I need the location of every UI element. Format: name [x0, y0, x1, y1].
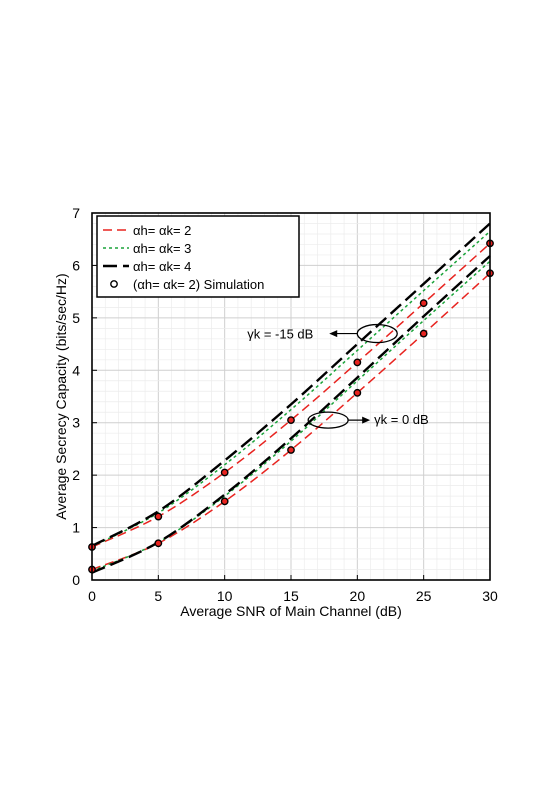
series-line-2: [91, 222, 491, 547]
y-axis-label: Average Secrecy Capacity (bits/sec/Hz): [53, 273, 69, 519]
legend-marker: [110, 280, 118, 288]
legend: αh= αk= 2 αh= αk= 3 αh= αk= 4 (αh= αk= 2) S…: [96, 215, 300, 298]
legend-label: αh= αk= 4: [133, 259, 191, 274]
y-tick-label: 1: [72, 520, 80, 536]
x-tick-label: 25: [416, 588, 432, 604]
x-tick-label: 5: [154, 588, 162, 604]
simulation-marker: [154, 539, 163, 548]
simulation-marker: [353, 358, 362, 367]
legend-label: (αh= αk= 2) Simulation: [133, 277, 264, 292]
legend-label: αh= αk= 2: [133, 223, 191, 238]
legend-box: [96, 215, 300, 298]
simulation-marker: [419, 329, 428, 338]
x-tick-label: 15: [283, 588, 299, 604]
y-tick-label: 4: [72, 362, 80, 378]
x-tick-label: 10: [217, 588, 233, 604]
simulation-marker: [220, 468, 229, 477]
y-tick-label: 5: [72, 310, 80, 326]
simulation-marker: [220, 497, 229, 506]
simulation-marker: [287, 446, 295, 454]
y-tick-label: 6: [72, 257, 80, 273]
simulation-marker: [419, 299, 428, 308]
arrowhead-icon: [362, 416, 371, 424]
x-tick-label: 30: [482, 588, 498, 604]
x-axis-label: Average SNR of Main Channel (dB): [180, 603, 402, 619]
axis-ticks: 0 5 10 15 20 25 30 0 1 2 3 4 5 6 7: [72, 205, 498, 604]
y-tick-label: 0: [72, 572, 80, 588]
simulation-marker: [154, 512, 163, 521]
x-tick-label: 20: [350, 588, 366, 604]
annotations: γk = -15 dB γk = 0 dB: [247, 323, 429, 429]
simulation-marker: [353, 388, 362, 397]
x-tick-label: 0: [88, 588, 96, 604]
simulation-marker: [287, 416, 295, 424]
annotation-label: γk = -15 dB: [247, 327, 313, 342]
arrowhead-icon: [329, 330, 338, 338]
y-tick-label: 3: [72, 415, 80, 431]
annotation-label: γk = 0 dB: [374, 412, 429, 427]
y-tick-label: 2: [72, 467, 80, 483]
y-tick-label: 7: [72, 205, 80, 221]
legend-label: αh= αk= 3: [133, 241, 191, 256]
